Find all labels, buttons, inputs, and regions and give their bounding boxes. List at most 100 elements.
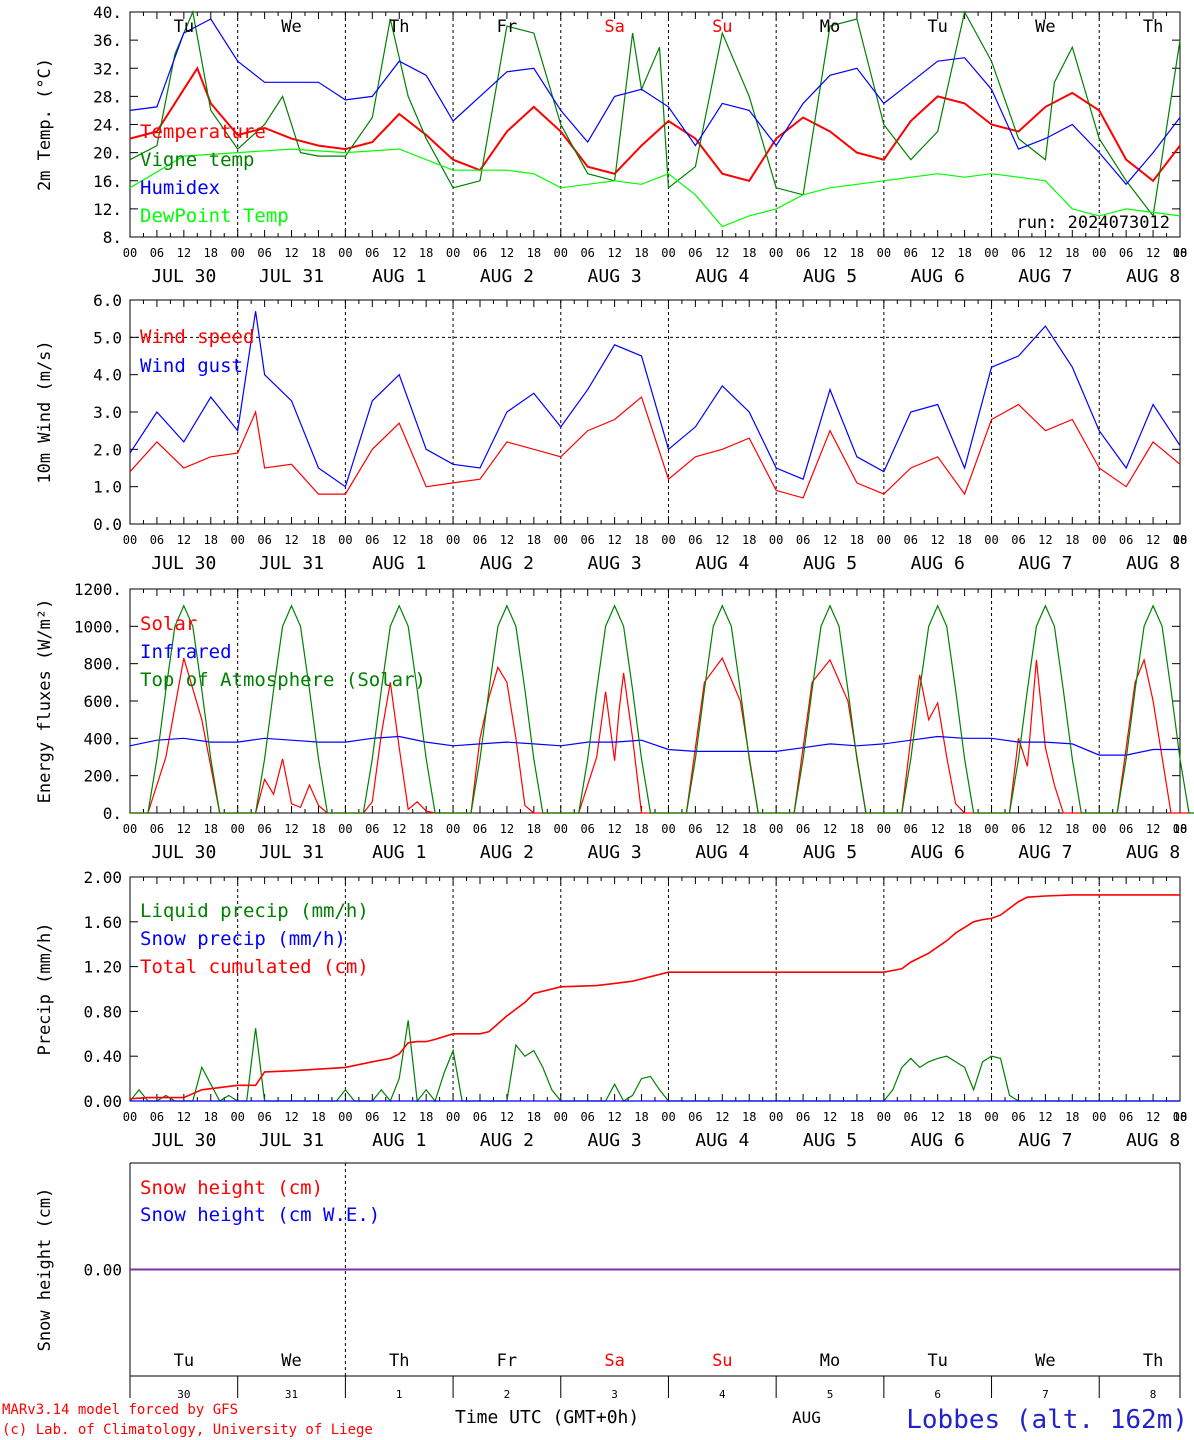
hour-tick-label: 06 (1119, 533, 1133, 547)
hour-tick-label: 18 (1173, 246, 1187, 260)
date-label: JUL 30 (151, 1130, 216, 1151)
hour-tick-label: 12 (1146, 246, 1160, 260)
y-tick-label: 8. (103, 228, 122, 247)
hour-tick-label: 18 (634, 533, 648, 547)
hour-tick-label: 00 (554, 1110, 568, 1124)
y-tick-label: 0.40 (83, 1047, 122, 1066)
hour-tick-label: 06 (365, 822, 379, 836)
hour-tick-label: 00 (338, 246, 352, 260)
hour-tick-label: 12 (392, 246, 406, 260)
hour-tick-label: 12 (607, 246, 621, 260)
panel-1: 00 06 12 18 JUL 30 00 06 12 18 JUL 31 00 06 12 18 AUG … (35, 3, 1187, 287)
date-label: JUL 31 (259, 842, 324, 863)
hour-tick-label: 06 (796, 246, 810, 260)
hour-tick-label: 12 (392, 1110, 406, 1124)
hour-tick-label: 12 (392, 533, 406, 547)
date-label: AUG 5 (803, 1130, 857, 1151)
date-label: AUG 7 (1018, 842, 1072, 863)
hour-tick-label: 06 (1119, 1110, 1133, 1124)
hour-tick-label: 18 (957, 1110, 971, 1124)
hour-tick-label: 06 (904, 822, 918, 836)
hour-tick-label: 18 (527, 246, 541, 260)
y-axis-label: 10m Wind (m/s) (35, 340, 55, 483)
panel-4: 00 06 12 18 JUL 30 00 06 12 18 JUL 31 00 06 12 18 AUG … (35, 868, 1187, 1151)
y-tick-label: 0.80 (83, 1002, 122, 1021)
hour-tick-label: 06 (1119, 246, 1133, 260)
hour-tick-label: 00 (769, 246, 783, 260)
date-label: JUL 30 (151, 553, 216, 574)
hour-tick-label: 00 (230, 1110, 244, 1124)
hour-tick-label: 00 (446, 1110, 460, 1124)
date-label: JUL 30 (151, 842, 216, 863)
hour-tick-label: 00 (446, 246, 460, 260)
series-line-solar (130, 656, 1189, 814)
hour-tick-label: 06 (688, 246, 702, 260)
series-line-wind-speed (129, 396, 1181, 499)
hour-tick-label: 12 (823, 822, 837, 836)
hour-tick-label: 18 (311, 533, 325, 547)
hour-tick-label: 12 (1038, 1110, 1052, 1124)
weekday-label: We (1035, 17, 1055, 37)
hour-tick-label: 18 (957, 246, 971, 260)
hour-tick-label: 18 (634, 822, 648, 836)
series-line-infrared (129, 735, 1180, 756)
hour-tick-label: 00 (661, 1110, 675, 1124)
date-label: AUG 4 (695, 553, 749, 574)
hour-tick-label: 12 (930, 533, 944, 547)
hour-tick-label: 18 (527, 533, 541, 547)
hour-tick-label: 06 (796, 1110, 810, 1124)
hour-tick-label: 00 (877, 533, 891, 547)
y-tick-label: 1000. (74, 617, 122, 636)
hour-tick-label: 06 (904, 1110, 918, 1124)
hour-tick-label: 00 (230, 533, 244, 547)
series-line-vigne-temp (129, 9, 1181, 218)
date-label: AUG 4 (695, 842, 749, 863)
hour-tick-label: 00 (554, 246, 568, 260)
date-label: AUG 7 (1018, 1130, 1072, 1151)
weekday-label-bottom: Fr (497, 1351, 517, 1371)
y-tick-label: 200. (83, 767, 122, 786)
hour-tick-label: 18 (1065, 246, 1079, 260)
date-label: AUG 4 (695, 1130, 749, 1151)
date-label: AUG 6 (911, 553, 965, 574)
weekday-label: Sa (604, 17, 624, 37)
date-label: AUG 1 (372, 266, 426, 287)
y-axis-label: Snow height (cm) (35, 1188, 55, 1352)
legend-entry: Liquid precip (mm/h) (140, 900, 369, 922)
panel-3: 00 06 12 18 JUL 30 00 06 12 18 JUL 31 00 06 12 18 AUG … (35, 580, 1194, 863)
weekday-label: We (281, 17, 301, 37)
hour-tick-label: 18 (311, 246, 325, 260)
hour-tick-label: 12 (715, 533, 729, 547)
hour-tick-label: 12 (930, 822, 944, 836)
legend-entry: DewPoint Temp (140, 205, 289, 227)
hour-tick-label: 12 (284, 246, 298, 260)
date-label: AUG 3 (588, 266, 642, 287)
date-label: AUG 2 (480, 842, 534, 863)
date-label: AUG 1 (372, 553, 426, 574)
day-number-label: 6 (934, 1388, 941, 1401)
y-tick-label: 16. (93, 172, 122, 191)
legend-entry: Temperature (140, 121, 266, 143)
hour-tick-label: 12 (715, 822, 729, 836)
y-tick-label: 4.0 (93, 366, 122, 385)
hour-tick-label: 12 (284, 533, 298, 547)
hour-tick-label: 06 (1119, 822, 1133, 836)
hour-tick-label: 12 (392, 822, 406, 836)
day-number-label: 5 (827, 1388, 834, 1401)
weekday-label: Tu (927, 17, 947, 37)
y-tick-label: 1.60 (83, 913, 122, 932)
hour-tick-label: 06 (257, 822, 271, 836)
y-tick-label: 6.0 (93, 291, 122, 310)
hour-tick-label: 06 (473, 246, 487, 260)
hour-tick-label: 00 (446, 822, 460, 836)
legend-entry: Humidex (140, 177, 220, 199)
day-number-label: 1 (396, 1388, 403, 1401)
hour-tick-label: 18 (1173, 822, 1187, 836)
hour-tick-label: 12 (1146, 822, 1160, 836)
series-line-wind-gust (129, 311, 1181, 488)
hour-tick-label: 00 (554, 533, 568, 547)
date-label: JUL 30 (151, 266, 216, 287)
y-tick-label: 0.00 (83, 1261, 122, 1280)
hour-tick-label: 00 (123, 822, 137, 836)
hour-tick-label: 18 (1065, 533, 1079, 547)
